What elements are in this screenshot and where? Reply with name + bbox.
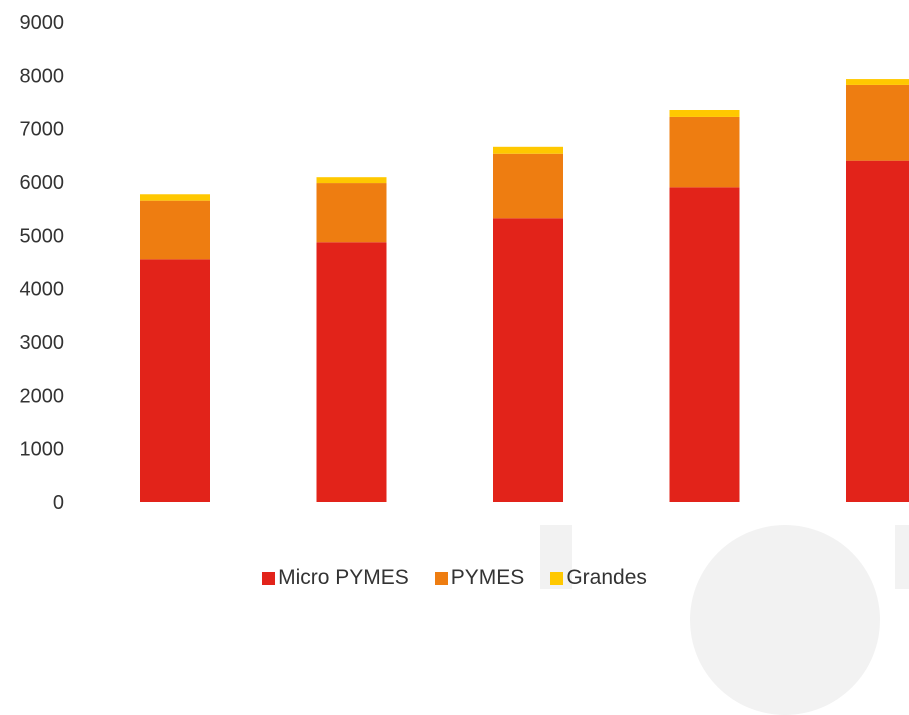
legend-label-micro-pymes: Micro PYMES bbox=[278, 566, 409, 589]
legend-swatch-micro-pymes bbox=[262, 571, 276, 585]
bar-segment-micro-pymes-1 bbox=[140, 259, 210, 502]
bar-segment-micro-pymes-4 bbox=[669, 187, 740, 503]
y-tick-label: 0 bbox=[53, 492, 64, 514]
bar-segment-pymes-2 bbox=[316, 183, 387, 243]
bar-segment-grandes-3 bbox=[493, 146, 563, 154]
y-tick-label: 5000 bbox=[20, 225, 65, 247]
chart-legend: Micro PYMES PYMES Grandes bbox=[0, 566, 909, 590]
legend-item-pymes: PYMES bbox=[434, 566, 525, 590]
y-tick-label: 7000 bbox=[20, 119, 65, 141]
watermark-bar bbox=[895, 525, 909, 589]
bar-segment-pymes-4 bbox=[669, 116, 740, 188]
bar-segment-grandes-2 bbox=[316, 177, 387, 184]
y-tick-label: 3000 bbox=[20, 332, 65, 354]
bar-segment-grandes-5 bbox=[846, 79, 909, 85]
watermark-arc bbox=[690, 525, 880, 715]
legend-label-grandes: Grandes bbox=[566, 566, 647, 589]
bar-segment-grandes-1 bbox=[140, 194, 210, 201]
bar-segment-micro-pymes-2 bbox=[316, 242, 387, 502]
stacked-bar-chart: 0 1000 2000 3000 4000 5000 6000 7000 8000 9000 bbox=[20, 12, 909, 514]
legend-label-pymes: PYMES bbox=[450, 566, 525, 589]
legend-swatch-grandes bbox=[550, 571, 564, 585]
bar-segment-pymes-3 bbox=[493, 153, 563, 219]
y-tick-label: 6000 bbox=[20, 172, 65, 194]
y-tick-label: 1000 bbox=[20, 439, 65, 461]
legend-item-grandes: Grandes bbox=[550, 566, 647, 590]
bar-segment-pymes-5 bbox=[846, 84, 909, 161]
y-tick-label: 4000 bbox=[20, 279, 65, 301]
bar-segment-micro-pymes-5 bbox=[846, 160, 909, 502]
y-tick-label: 2000 bbox=[20, 385, 65, 407]
legend-swatch-pymes bbox=[434, 571, 448, 585]
legend-item-micro-pymes: Micro PYMES bbox=[262, 566, 409, 590]
bar-segment-micro-pymes-3 bbox=[493, 218, 563, 502]
y-tick-label: 8000 bbox=[20, 65, 65, 87]
bar-segment-pymes-1 bbox=[140, 200, 210, 260]
bar-segment-grandes-4 bbox=[669, 110, 740, 117]
y-tick-label: 9000 bbox=[20, 12, 65, 34]
